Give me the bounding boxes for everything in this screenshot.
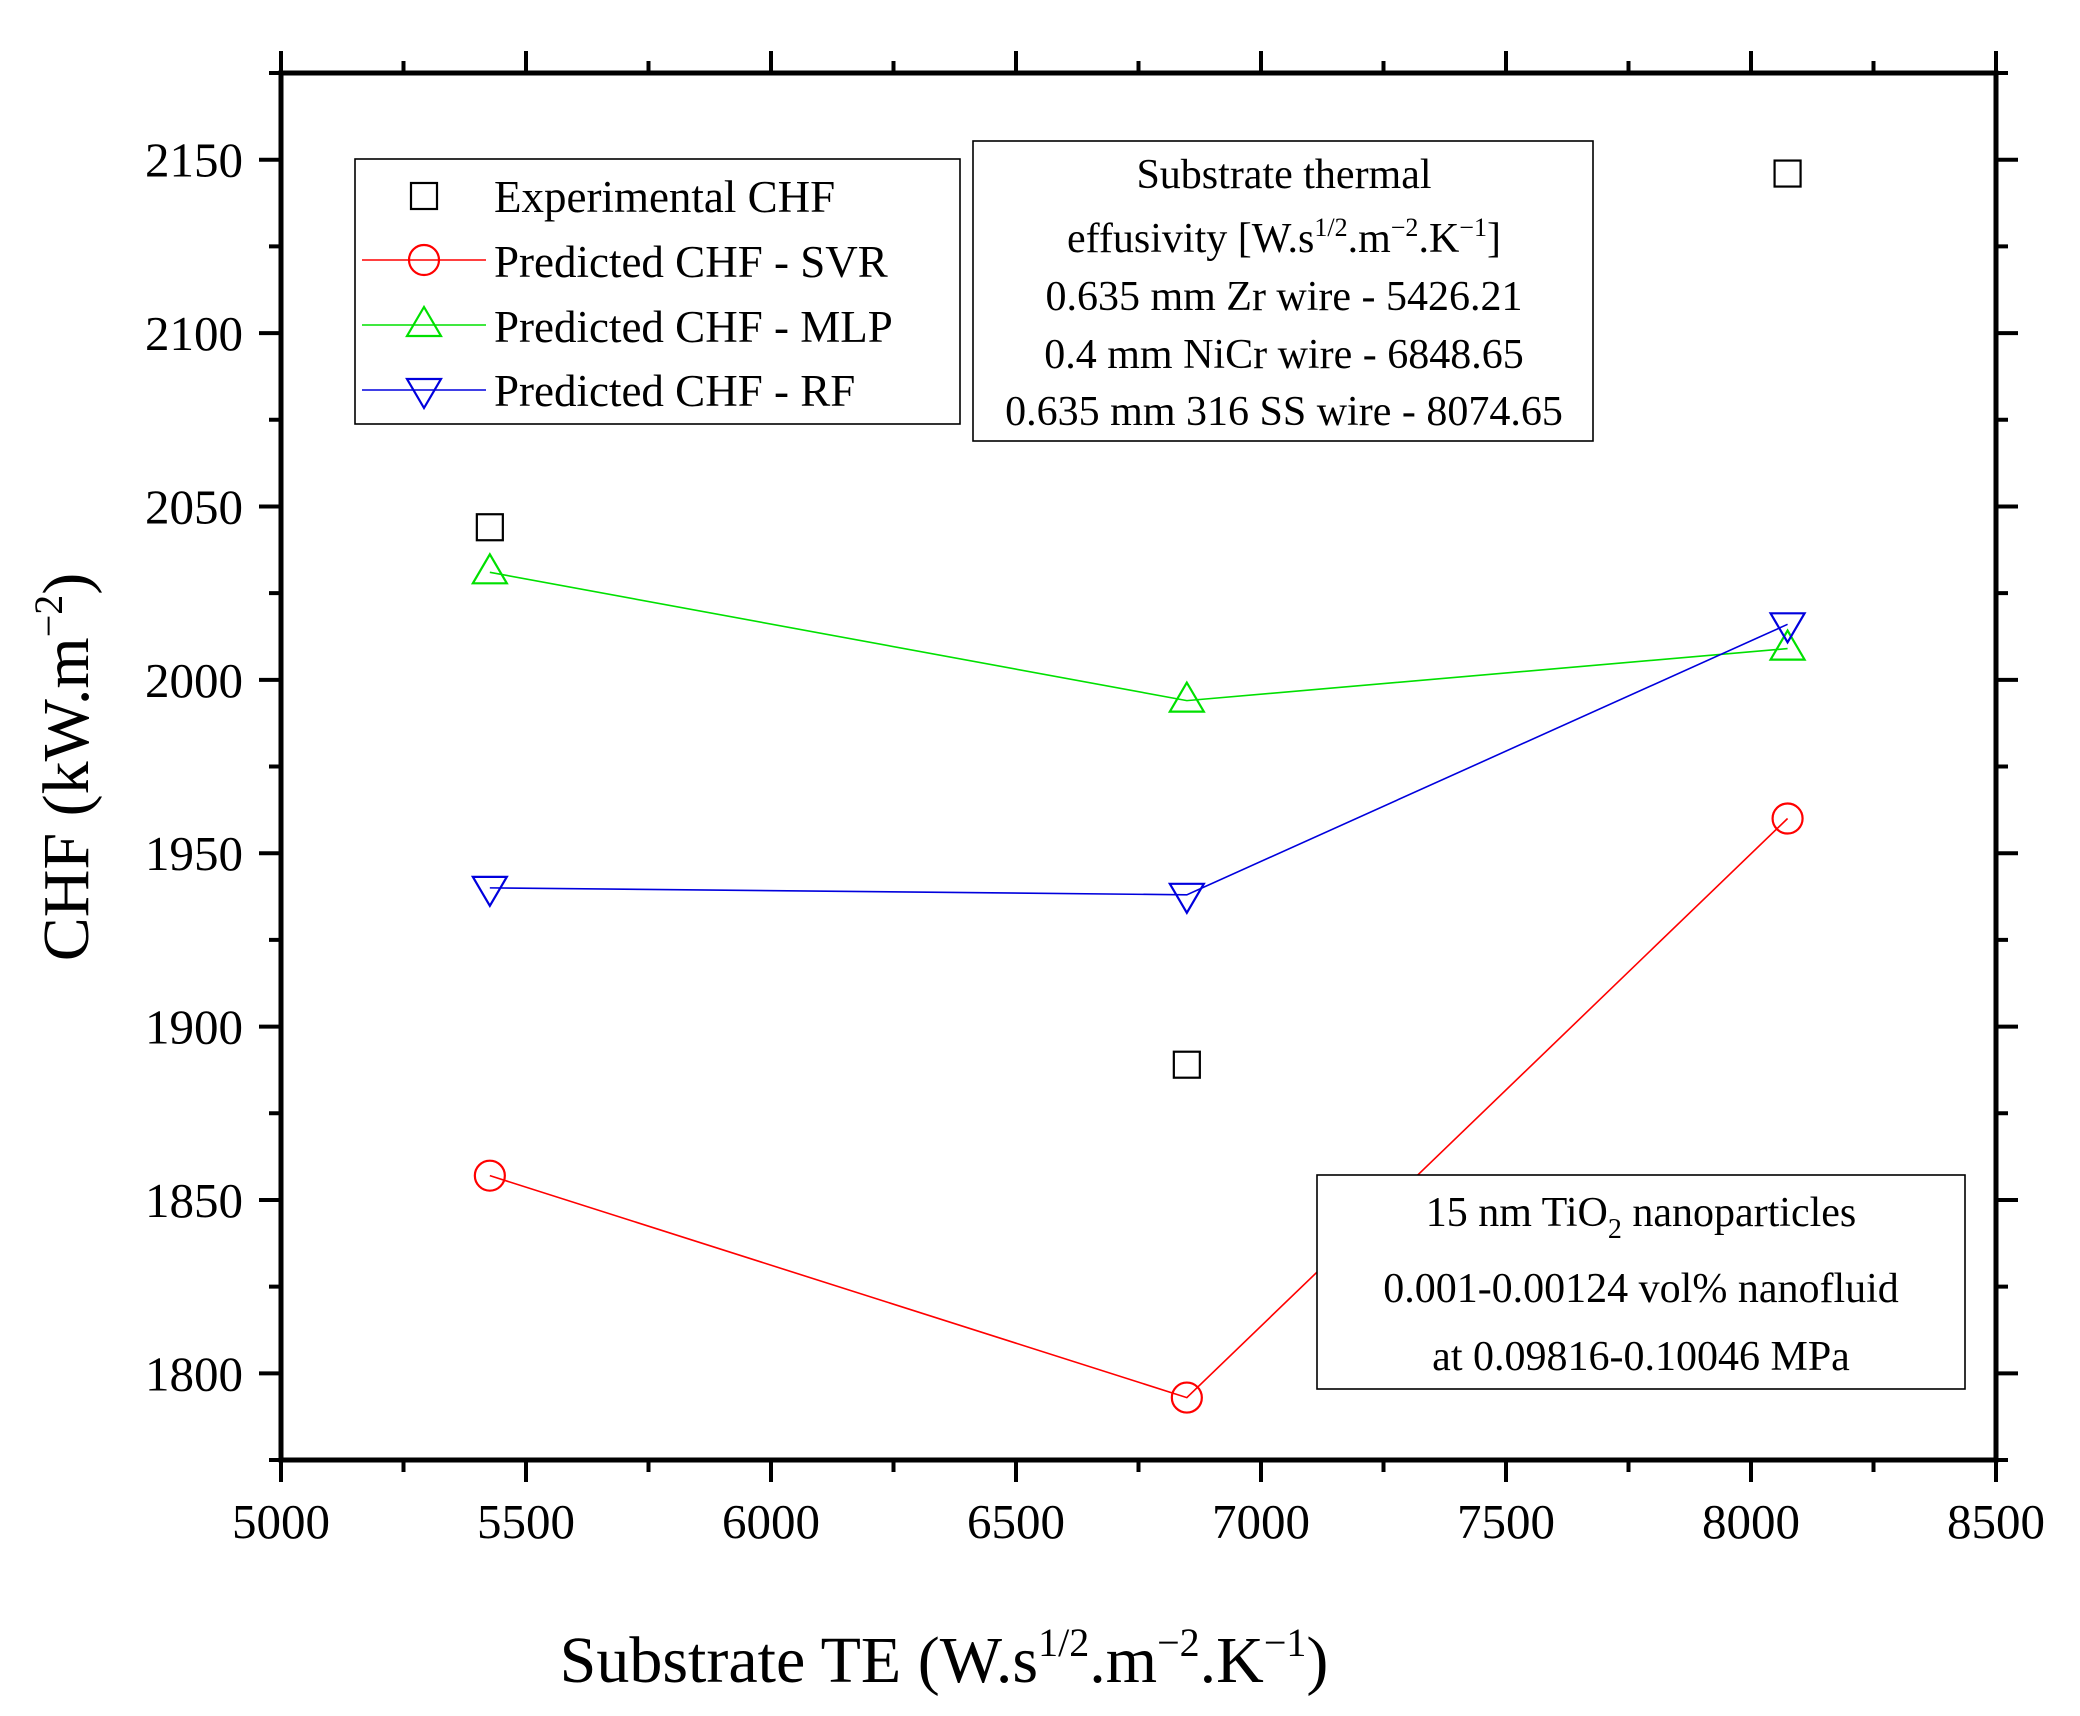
legend-symbols [362,181,486,411]
data-point-mlp [470,552,509,585]
legend-box [354,158,961,425]
data-point-svr [1771,802,1804,835]
data-point-rf [1167,882,1206,915]
series-experimental [475,159,1802,1079]
data-point-experimental [1172,1050,1201,1079]
legend-marker-mlp [405,304,443,338]
data-point-experimental [1773,159,1802,188]
effusivity-line-5: 0.635 mm 316 SS wire - 8074.65 [1005,389,1563,435]
data-point-rf [470,875,509,909]
nanofluid-note: 15 nm TiO2 nanoparticles 0.001-0.00124 v… [1316,1174,1966,1390]
data-point-mlp [1167,680,1206,713]
x-tick-label: 5000 [232,1494,330,1549]
legend-label-rf: Predicted CHF - RF [494,366,855,416]
legend-marker-experimental [409,181,439,211]
data-point-svr [1170,1381,1203,1414]
y-axis-title: CHF (kW.m−2) [26,573,103,962]
x-tick-label: 8500 [1947,1494,2045,1549]
effusivity-line-2: effusivity [W.s1/2.m−2.K−1] [1067,213,1501,262]
y-tick-label: 2000 [145,653,243,708]
y-tick-label: 2100 [145,306,243,361]
series-svr [473,802,1804,1414]
x-tick-label: 7000 [1212,1494,1310,1549]
y-tick-label: 1950 [145,826,243,881]
x-tick-label: 6500 [967,1494,1065,1549]
tick-labels: 5000 5500 6000 6500 7000 7500 8000 8500 1800 1850… [145,133,2045,1549]
legend-marker-rf [405,377,443,411]
x-tick-label: 8000 [1702,1494,1800,1549]
y-tick-label: 1850 [145,1173,243,1228]
y-tick-label: 1800 [145,1346,243,1401]
series-line-svr [489,817,1789,1399]
nanofluid-line-2: 0.001-0.00124 vol% nanofluid [1383,1266,1899,1312]
nanofluid-box [1316,1174,1966,1390]
x-axis-title: Substrate TE (W.s1/2.m−2.K−1) [560,1620,1329,1697]
series-line-mlp [489,571,1788,702]
nanofluid-line-1: 15 nm TiO2 nanoparticles [1426,1190,1857,1245]
effusivity-note: Substrate thermal effusivity [W.s1/2.m−2… [972,140,1594,442]
y-tick-label: 2050 [145,479,243,534]
legend-label-svr: Predicted CHF - SVR [494,237,888,287]
series-layer [470,159,1807,1414]
effusivity-line-4: 0.4 mm NiCr wire - 6848.65 [1044,332,1523,378]
series-line-rf [489,623,1788,896]
axis-ticks [259,51,2018,1482]
data-point-rf [1768,612,1807,645]
nanofluid-line-3: at 0.09816-0.10046 MPa [1432,1334,1850,1380]
effusivity-line-1: Substrate thermal [1136,152,1431,198]
series-rf [470,612,1807,915]
legend-label-experimental: Experimental CHF [494,172,835,222]
series-mlp [470,552,1807,713]
effusivity-box [972,140,1594,442]
legend-marker-svr [407,243,441,277]
x-tick-label: 6000 [722,1494,820,1549]
x-tick-label: 7500 [1457,1494,1555,1549]
effusivity-line-3: 0.635 mm Zr wire - 5426.21 [1045,274,1522,320]
data-point-svr [473,1159,506,1192]
legend: Experimental CHF Predicted CHF - SVR Pre… [354,158,961,425]
y-tick-label: 2150 [145,133,243,188]
legend-label-mlp: Predicted CHF - MLP [494,302,893,352]
y-tick-label: 1900 [145,1000,243,1055]
data-point-mlp [1768,628,1807,661]
x-tick-label: 5500 [477,1494,575,1549]
data-point-experimental [475,513,504,542]
